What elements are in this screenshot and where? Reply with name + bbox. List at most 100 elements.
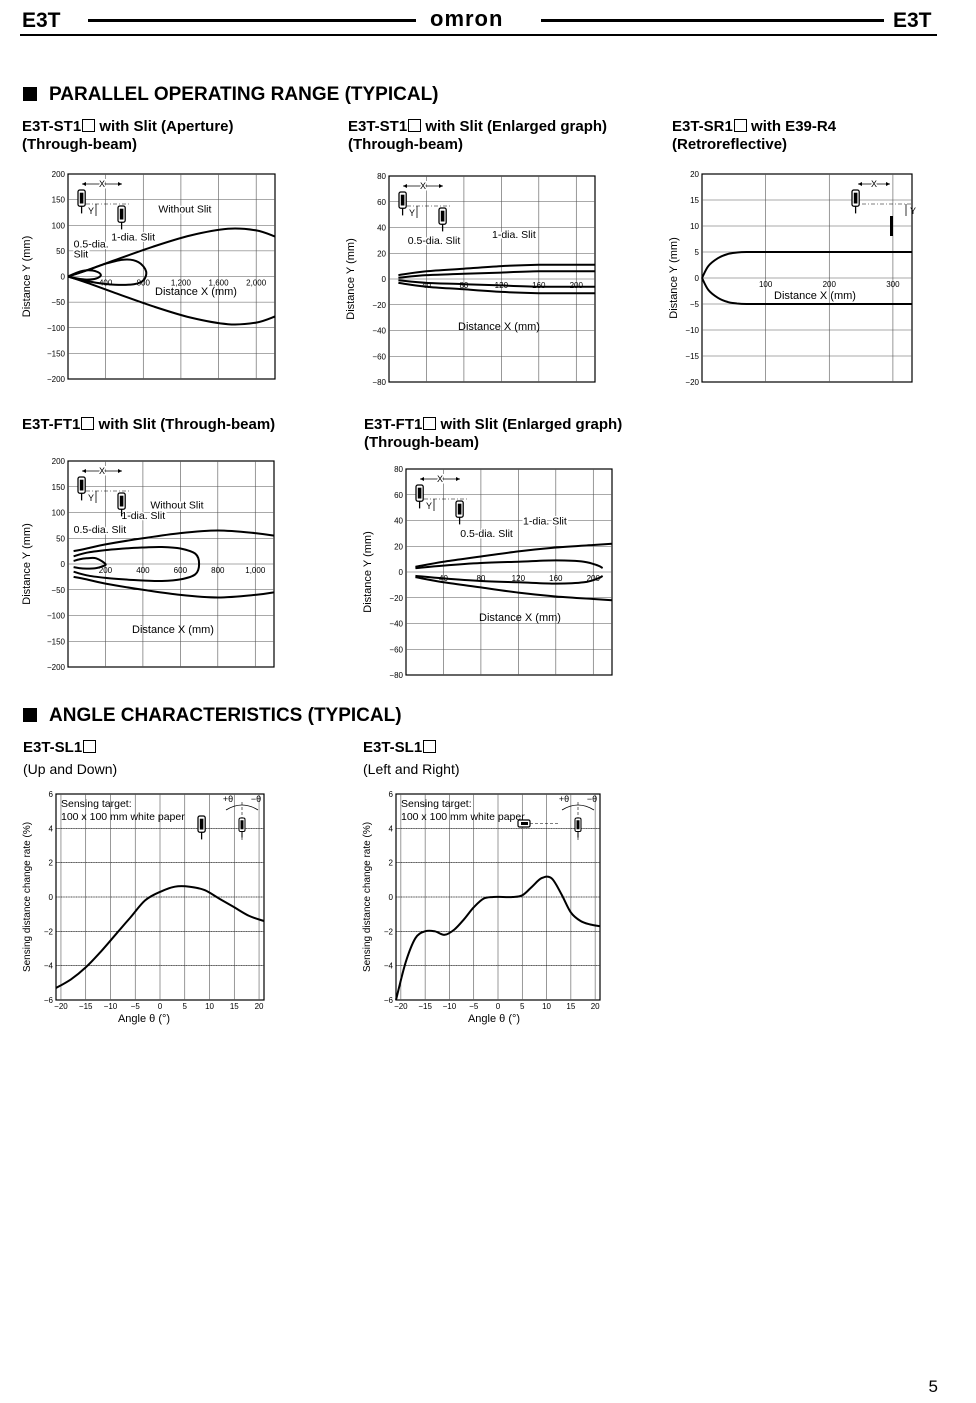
- x-tick-label: 200: [587, 574, 601, 583]
- header-rule-left: [88, 19, 416, 22]
- y-dimension-label: Y: [88, 493, 94, 503]
- y-tick-label: 150: [52, 196, 66, 205]
- sensor-icon: [238, 817, 246, 838]
- emitter-sensor-icon: [77, 189, 86, 214]
- x-tick-label: −15: [79, 1002, 93, 1011]
- sensor-side-icon: [197, 815, 206, 840]
- section-title-angle: ANGLE CHARACTERISTICS (TYPICAL): [23, 705, 402, 727]
- x-tick-label: 1,200: [171, 279, 192, 288]
- y-tick-label: 40: [377, 224, 386, 233]
- x-axis-title: Angle θ (°): [118, 1013, 170, 1025]
- x-tick-label: 80: [459, 281, 468, 290]
- blank-box-icon: [423, 740, 437, 753]
- x-tick-label: 160: [549, 574, 563, 583]
- y-tick-label: 60: [394, 491, 403, 500]
- series-line-1: [73, 575, 275, 599]
- curve-annotation: 1-dia. Slit: [121, 510, 165, 522]
- x-tick-label: 100: [759, 280, 773, 289]
- blank-box-icon: [733, 119, 747, 132]
- x-tick-label: 15: [566, 1002, 575, 1011]
- sensor-top-icon: [517, 819, 558, 828]
- section-bullet-icon: [23, 708, 37, 722]
- x-tick-label: 1,600: [209, 279, 230, 288]
- x-tick-label: −15: [418, 1002, 432, 1011]
- y-tick-label: −40: [389, 620, 403, 629]
- series-line-2: [67, 258, 148, 286]
- x-tick-label: 15: [230, 1002, 239, 1011]
- curve-annotation: 0.5-dia.: [74, 238, 109, 250]
- x-tick-label: 400: [136, 566, 150, 575]
- x-tick-label: −10: [104, 1002, 118, 1011]
- curve-annotation: Without Slit: [150, 499, 203, 511]
- caption-sr1-retro: E3T-SR1 with E39-R4 (Retroreflective): [672, 118, 837, 153]
- y-tick-label: −80: [372, 378, 386, 387]
- y-tick-label: 0: [49, 893, 54, 902]
- curve-annotation: 1-dia. Slit: [523, 515, 567, 527]
- y-tick-label: 100: [52, 509, 66, 518]
- y-tick-label: 2: [389, 859, 394, 868]
- x-tick-label: 5: [183, 1002, 188, 1011]
- series-line-3: [415, 574, 604, 585]
- series-line-1: [415, 576, 613, 602]
- series-line-0: [395, 875, 601, 1001]
- plus-theta-label: +θ: [559, 794, 569, 804]
- x-tick-label: −5: [131, 1002, 141, 1011]
- y-tick-label: 50: [56, 534, 65, 543]
- y-tick-label: 0: [382, 275, 387, 284]
- y-tick-label: −50: [51, 298, 65, 307]
- y-axis-title: Distance Y (mm): [345, 238, 357, 320]
- y-tick-label: −200: [47, 663, 66, 672]
- caption-sl1-leftright: E3T-SL1: [363, 739, 437, 757]
- brand-logo: omron: [430, 6, 504, 31]
- x-axis-title: Distance X (mm): [479, 612, 561, 624]
- header-underline: [20, 34, 937, 36]
- y-tick-label: −60: [389, 645, 403, 654]
- y-dimension-label: Y: [426, 501, 432, 511]
- x-tick-label: 10: [205, 1002, 214, 1011]
- caption-st1-aperture: E3T-ST1 with Slit (Aperture) (Through-be…: [22, 118, 234, 153]
- receiver-sensor-icon: [438, 207, 447, 232]
- blank-box-icon: [423, 417, 437, 430]
- x-tick-label: 2,000: [246, 279, 267, 288]
- arrowhead-icon: [82, 469, 122, 473]
- blank-box-icon: [82, 119, 96, 132]
- curve-annotation: 1-dia. Slit: [492, 229, 536, 241]
- y-tick-label: 4: [49, 824, 54, 833]
- x-tick-label: 20: [591, 1002, 600, 1011]
- emitter-sensor-icon: [415, 484, 424, 509]
- y-tick-label: −80: [389, 671, 403, 680]
- x-axis-title: Distance X (mm): [458, 321, 540, 333]
- blank-box-icon: [81, 417, 95, 430]
- sensing-target-label: Sensing target:: [61, 798, 132, 810]
- x-tick-label: −10: [443, 1002, 457, 1011]
- series-line-2: [73, 545, 201, 583]
- y-tick-label: −4: [44, 962, 54, 971]
- sensing-target-detail: 100 x 100 mm white paper: [61, 811, 185, 823]
- curve-annotation: 1-dia. Slit: [111, 232, 155, 244]
- series-line-0: [55, 885, 265, 989]
- series-line-2: [398, 270, 595, 279]
- x-axis-title: Distance X (mm): [774, 290, 856, 302]
- sensing-target-detail: 100 x 100 mm white paper: [401, 811, 525, 823]
- caption-st1-enlarged: E3T-ST1 with Slit (Enlarged graph) (Thro…: [348, 118, 608, 153]
- chart-ft1-slit: 200 150 100 50 0 −50 −100 −150 −200 200 400 600 800 1…: [21, 457, 275, 672]
- caption-sl1-updown: E3T-SL1: [23, 739, 97, 757]
- y-tick-label: −50: [51, 586, 65, 595]
- y-tick-label: 0: [61, 273, 66, 282]
- emitter-sensor-icon: [398, 191, 407, 216]
- y-tick-label: 4: [389, 824, 394, 833]
- y-tick-label: 50: [56, 247, 65, 256]
- emitter-sensor-icon: [77, 476, 86, 501]
- caption-sl1-updown-sub: (Up and Down): [23, 761, 118, 777]
- y-tick-label: −15: [685, 352, 699, 361]
- series-line-0: [398, 263, 595, 277]
- minus-theta-label: −θ: [587, 794, 597, 804]
- y-tick-label: −5: [690, 300, 700, 309]
- caption-ft1-enlarged: E3T-FT1 with Slit (Enlarged graph) (Thro…: [364, 416, 623, 451]
- series-line-0: [415, 542, 613, 568]
- series-line-3: [73, 556, 107, 570]
- emitter-sensor-icon: [851, 189, 860, 214]
- x-tick-label: 200: [99, 566, 113, 575]
